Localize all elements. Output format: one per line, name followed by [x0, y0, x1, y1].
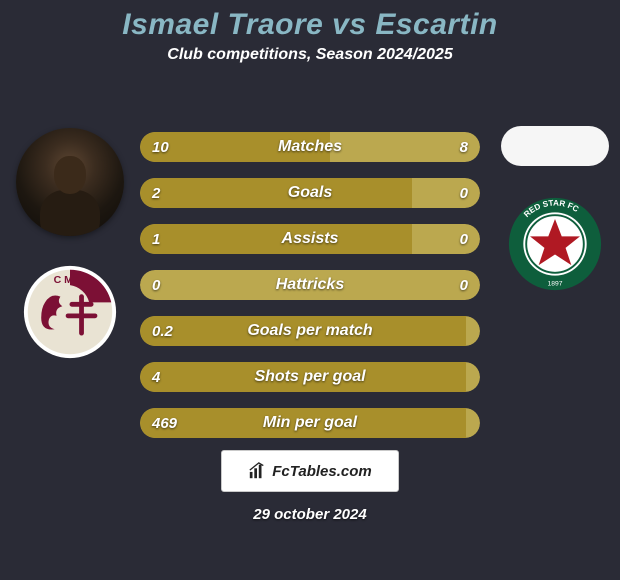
stat-value-right: 0	[460, 178, 468, 208]
svg-text:1897: 1897	[548, 280, 563, 287]
comparison-card: Ismael Traore vs Escartin Club competiti…	[0, 8, 620, 580]
stat-label: Goals per match	[140, 316, 480, 346]
stat-value-left: 10	[152, 132, 169, 162]
stat-value-right: 0	[460, 270, 468, 300]
left-player-avatar	[16, 128, 124, 236]
stat-value-left: 2	[152, 178, 160, 208]
subtitle: Club competitions, Season 2024/2025	[0, 46, 620, 64]
stat-label: Shots per goal	[140, 362, 480, 392]
stat-value-left: 4	[152, 362, 160, 392]
stat-row: Goals2 0	[140, 178, 480, 208]
stat-label: Goals	[140, 178, 480, 208]
site-label: FcTables.com	[272, 463, 371, 480]
stat-label: Matches	[140, 132, 480, 162]
stat-label: Assists	[140, 224, 480, 254]
stat-row: Shots per goal4	[140, 362, 480, 392]
stat-bars: Matches108Goals20Assists10Hattricks00Goa…	[140, 132, 480, 454]
stat-row: Hattricks0 0	[140, 270, 480, 300]
stat-value-left: 0.2	[152, 316, 173, 346]
redstar-badge-icon: RED STAR FC 1897	[507, 196, 603, 292]
right-player-avatar	[501, 126, 609, 166]
stat-label: Min per goal	[140, 408, 480, 438]
stat-label: Hattricks	[140, 270, 480, 300]
stat-row: Goals per match0.2	[140, 316, 480, 346]
stat-value-left: 0	[152, 270, 160, 300]
stat-value-right: 0	[460, 224, 468, 254]
stat-value-left: 469	[152, 408, 177, 438]
stat-value-left: 1	[152, 224, 160, 254]
footer-date: 29 october 2024	[0, 506, 620, 523]
site-badge[interactable]: FcTables.com	[221, 450, 399, 492]
stat-row: Matches10 8	[140, 132, 480, 162]
page-title: Ismael Traore vs Escartin	[0, 8, 620, 42]
left-club-badge: C MET	[22, 264, 118, 360]
left-player-column: C MET	[10, 128, 130, 360]
right-club-badge: RED STAR FC 1897	[507, 196, 603, 292]
stat-row: Min per goal469	[140, 408, 480, 438]
svg-text:C MET: C MET	[54, 274, 87, 286]
metz-badge-icon: C MET	[22, 264, 118, 360]
stat-value-right: 8	[460, 132, 468, 162]
stat-row: Assists1 0	[140, 224, 480, 254]
chart-icon	[248, 462, 266, 480]
right-player-column: RED STAR FC 1897	[500, 126, 610, 292]
